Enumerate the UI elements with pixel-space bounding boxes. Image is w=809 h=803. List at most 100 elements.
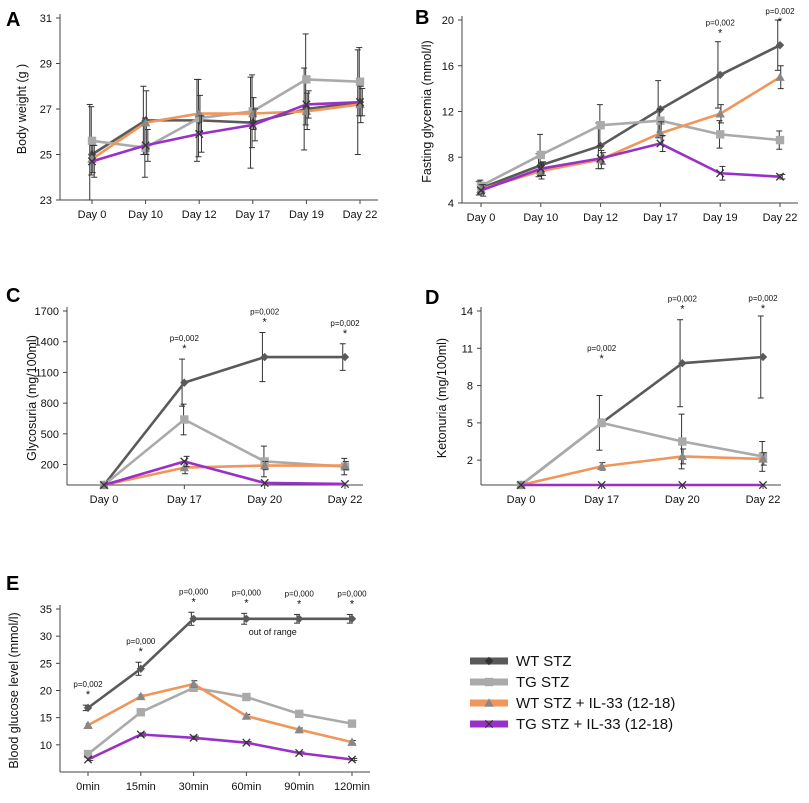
data-point-diamond [678,359,687,368]
series-line [520,421,764,487]
series-wt-stz-il-33-12-18 [83,679,357,746]
x-tick-label: Day 19 [289,209,324,221]
y-tick-label: 500 [41,429,59,441]
y-tick-label: 25 [40,150,52,162]
x-tick-label: Day 17 [235,209,270,221]
data-point-x [340,479,350,489]
x-tick-label: Day 10 [128,209,163,221]
legend-marker-triangle [484,698,494,707]
significance-star: * [191,596,196,608]
y-axis-label: Body weight (g ) [15,64,29,154]
series-line [91,100,361,156]
x-tick-label: Day 22 [763,212,798,224]
x-tick-label: 15min [126,781,156,793]
data-point-x [476,186,486,195]
x-marker-stroke [99,480,109,490]
data-point-square [775,135,785,145]
data-point-triangle [677,451,688,461]
y-tick-label: 35 [40,604,52,616]
data-point-diamond [347,614,357,623]
panel-a: A 23 25 27 29 31 Day 0 Day 10 Day 12 Day 17 Day 19… [6,9,378,221]
significance-star: * [244,597,249,609]
x-marker-stroke [83,755,93,764]
data-point-diamond [716,70,725,80]
data-point-diamond [536,161,545,170]
x-marker-stroke [476,186,486,195]
significance-star: * [297,598,302,610]
data-point-x [355,98,365,107]
data-point-square [295,709,304,719]
p-value-label: p=0,000 [337,589,367,598]
data-point-x [242,738,251,747]
x-marker-stroke [180,457,189,466]
data-point-x [302,100,311,109]
x-tick-label: Day 22 [746,494,781,506]
panel-d: D 2 5 8 11 14 Day 0 Day 17 Day 20 Day 22 Ketonuria… [425,287,781,506]
legend-label: TG STZ [516,674,569,691]
data-point-x [536,164,545,173]
y-tick-label: 8 [467,381,473,393]
y-tick-label: 25 [40,658,52,670]
legend-marker-diamond [484,656,494,666]
data-point-triangle [294,724,304,734]
p-value-label: p=0,002 [170,334,200,343]
series-tg-stz-il-33-12-18 [99,455,350,490]
series-tg-stz-il-33-12-18 [516,480,768,490]
panel-e: E 10 15 20 25 30 35 0min 15min 30min 60min 90min 120… [6,573,370,793]
legend-label: TG STZ + IL-33 (12-18) [516,716,673,733]
y-axis-label: Blood glucose level (mmol/l) [7,612,21,768]
x-tick-label: 90min [284,781,314,793]
data-point-x [678,480,687,490]
x-tick-label: Day 0 [90,494,119,506]
x-marker-stroke [248,120,257,130]
y-axis-label: Fasting glycemia (mmol/l) [420,40,434,182]
x-marker-stroke [484,719,494,729]
panel-letter: B [415,7,429,29]
series-line [480,43,781,190]
y-tick-label: 20 [40,686,52,698]
x-tick-label: Day 12 [182,209,217,221]
data-point-square [302,75,311,84]
legend-marker-x [484,719,494,729]
x-marker-stroke [260,478,269,488]
x-tick-label: Day 17 [167,494,202,506]
data-point-triangle [775,72,785,81]
data-point-x [656,139,665,148]
series-wt-stz [86,49,365,201]
y-tick-label: 4 [448,198,454,210]
data-point-square [716,130,725,139]
data-point-square [136,708,145,717]
series-tg-stz-il-33-12-18 [476,135,786,197]
p-value-label: p=0,000 [179,587,209,596]
data-point-square [141,143,150,152]
series-wt-stz [516,315,768,490]
x-tick-label: Day 22 [328,494,363,506]
data-point-diamond [180,378,189,387]
y-tick-label: 14 [461,306,473,318]
series-tg-stz-il-33-12-18 [83,730,358,764]
x-marker-stroke [340,479,350,489]
data-point-square [536,150,545,160]
data-point-x [596,154,605,163]
x-tick-label: 120min [334,781,370,793]
x-marker-stroke [536,164,545,173]
data-point-diamond [260,352,269,362]
x-tick-label: Day 0 [78,209,107,221]
p-value-label: p=0,002 [330,319,360,328]
series-line [520,455,764,487]
data-point-diamond [189,614,198,623]
y-tick-label: 27 [40,104,52,116]
x-marker-stroke [302,100,311,109]
data-point-diamond [136,664,145,673]
series-line [87,686,353,756]
data-point-x [248,120,257,130]
data-point-square [195,113,204,123]
significance-star: * [778,16,783,28]
x-marker-stroke [136,730,145,739]
x-tick-label: Day 22 [343,209,378,221]
panel-letter: C [6,285,20,307]
legend-label: WT STZ [516,653,572,670]
y-tick-label: 11 [462,343,473,355]
data-point-x [99,480,109,490]
x-tick-label: 60min [231,781,261,793]
